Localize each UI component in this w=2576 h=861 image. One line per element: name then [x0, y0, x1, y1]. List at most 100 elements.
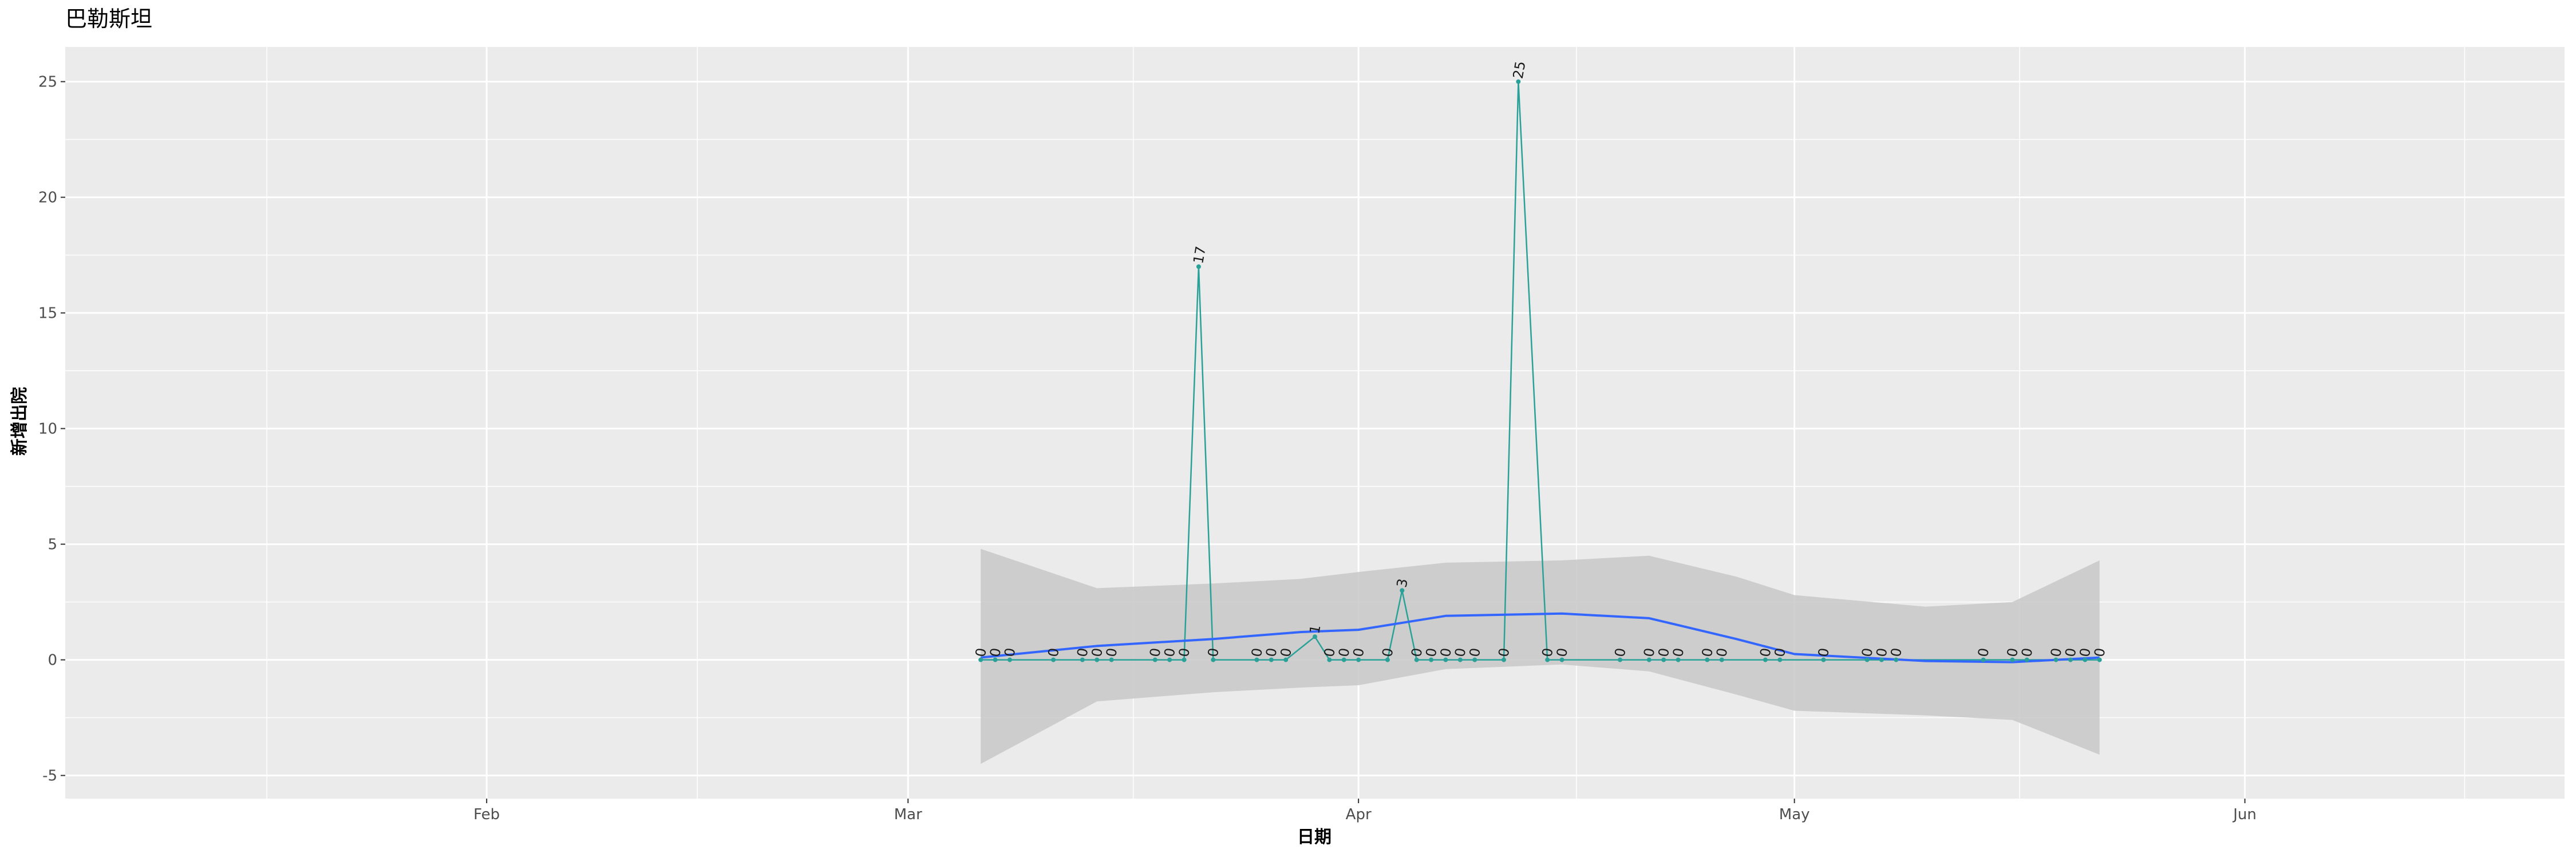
- data-point: [1676, 657, 1681, 662]
- data-label: 0: [1713, 647, 1730, 658]
- data-point: [1661, 657, 1666, 662]
- data-label: 0: [1103, 647, 1120, 658]
- y-tick-label: 15: [38, 305, 57, 322]
- x-tick-label: Jun: [2232, 806, 2257, 823]
- x-axis-title: 日期: [1297, 827, 1332, 847]
- data-point: [1879, 657, 1884, 662]
- data-point: [2024, 657, 2029, 662]
- smooth-line: [981, 612, 2100, 663]
- data-point: [1646, 657, 1652, 662]
- data-point: [1705, 657, 1710, 662]
- data-label: 0: [1539, 647, 1556, 658]
- data-label: 1: [1306, 623, 1323, 635]
- data-label: 25: [1510, 60, 1529, 80]
- data-label: 0: [1437, 647, 1455, 658]
- x-tick-label: May: [1779, 806, 1810, 823]
- data-point: [1981, 657, 1986, 662]
- data-label: 0: [1089, 647, 1106, 658]
- data-point: [1196, 264, 1201, 269]
- data-label: 0: [1888, 647, 1905, 658]
- chart-title: 巴勒斯坦: [65, 6, 152, 31]
- confidence-band: [981, 548, 2100, 764]
- data-point: [2083, 657, 2088, 662]
- data-point: [2097, 657, 2102, 662]
- x-tick-label: Feb: [473, 806, 500, 823]
- data-label: 0: [1815, 647, 1832, 658]
- y-tick-label: 10: [38, 421, 57, 438]
- data-label: 0: [1176, 647, 1193, 658]
- data-label: 0: [1670, 647, 1687, 658]
- data-point: [1457, 657, 1463, 662]
- data-label: 0: [1350, 647, 1368, 658]
- confidence-ribbon: [981, 548, 2100, 764]
- data-point: [1443, 657, 1448, 662]
- data-label: 0: [1452, 647, 1469, 658]
- data-label: 0: [1772, 647, 1789, 658]
- data-point: [1007, 657, 1012, 662]
- data-point: [1327, 657, 1332, 662]
- smooth-trend-line: [981, 612, 2100, 663]
- data-point: [1341, 657, 1346, 662]
- data-label: 0: [2091, 647, 2108, 658]
- data-point: [1051, 657, 1056, 662]
- data-label: 0: [1423, 647, 1440, 658]
- y-tick-label: 5: [48, 536, 57, 554]
- data-point: [1501, 657, 1506, 662]
- data-label: 0: [1001, 647, 1018, 658]
- data-point: [1283, 657, 1289, 662]
- data-point: [1080, 657, 1085, 662]
- data-label: 0: [1873, 647, 1890, 658]
- y-tick-label: 20: [38, 189, 57, 207]
- data-label: 0: [2048, 647, 2065, 658]
- y-axis-title: 新增出院: [10, 387, 30, 456]
- data-label: 0: [1278, 647, 1295, 658]
- data-label: 0: [1336, 647, 1353, 658]
- y-tick-label: -5: [42, 768, 57, 785]
- data-label: 0: [1379, 647, 1396, 658]
- data-label: 0: [1263, 647, 1280, 658]
- data-label: 0: [2004, 647, 2021, 658]
- data-point: [1211, 657, 1216, 662]
- data-point: [1559, 657, 1564, 662]
- data-label: 0: [1699, 647, 1716, 658]
- data-label: 0: [2062, 647, 2079, 658]
- data-label: 0: [1554, 647, 1571, 658]
- data-point: [1429, 657, 1434, 662]
- data-point: [2053, 657, 2059, 662]
- data-label: 0: [973, 647, 990, 658]
- data-point: [1400, 588, 1405, 593]
- data-label: 0: [1147, 647, 1164, 658]
- y-tick-label: 25: [38, 74, 57, 91]
- data-point: [1516, 79, 1521, 84]
- data-point: [993, 657, 998, 662]
- data-label: 0: [2018, 647, 2036, 658]
- data-label: 0: [1975, 647, 1992, 658]
- data-label: 0: [1408, 647, 1425, 658]
- data-label: 3: [1394, 578, 1411, 589]
- data-point: [2010, 657, 2015, 662]
- data-label: 0: [1641, 647, 1658, 658]
- data-label: 0: [1045, 647, 1062, 658]
- data-label: 0: [1467, 647, 1484, 658]
- data-label: 0: [987, 647, 1004, 658]
- data-label: 17: [1190, 245, 1209, 265]
- data-point: [1152, 657, 1157, 662]
- data-point: [1719, 657, 1724, 662]
- data-point: [1864, 657, 1870, 662]
- data-label: 0: [1161, 647, 1179, 658]
- data-point: [1356, 657, 1361, 662]
- data-point: [1472, 657, 1477, 662]
- data-point: [1254, 657, 1259, 662]
- data-label: 0: [1859, 647, 1876, 658]
- data-point: [1385, 657, 1390, 662]
- data-label: 0: [1249, 647, 1266, 658]
- data-label: 0: [1495, 647, 1512, 658]
- data-point: [1095, 657, 1100, 662]
- data-point: [1777, 657, 1783, 662]
- data-point: [1545, 657, 1550, 662]
- data-label: 0: [2077, 647, 2094, 658]
